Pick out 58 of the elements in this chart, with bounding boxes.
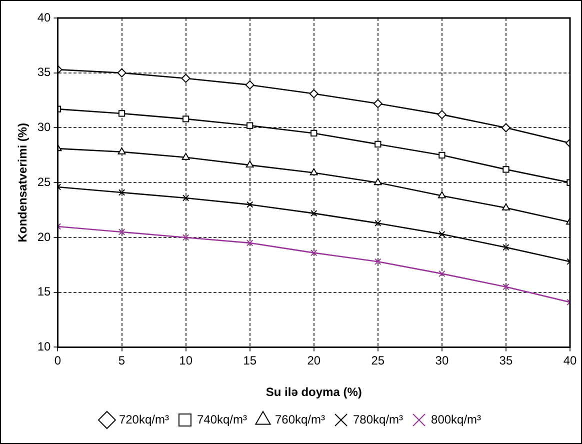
point: [117, 68, 126, 78]
x-tick-label: 35: [499, 354, 513, 368]
point: [182, 234, 190, 241]
y-tick-label: 15: [37, 284, 52, 299]
legend-label: 780kq/m³: [353, 412, 404, 426]
point: [309, 89, 318, 98]
x-tick-label: 0: [54, 354, 62, 368]
point: [182, 194, 190, 202]
point: [118, 189, 126, 196]
point: [502, 166, 510, 173]
point: [310, 168, 318, 176]
y-tick-label: 30: [37, 120, 52, 134]
point: [118, 228, 126, 236]
point: [246, 160, 254, 168]
x-tick-label: 20: [307, 354, 321, 368]
point: [502, 203, 510, 210]
point: [374, 220, 382, 227]
point: [438, 230, 446, 238]
point: [502, 244, 510, 251]
y-tick-label: 25: [37, 174, 52, 189]
legend-label: 740kq/m³: [196, 412, 247, 426]
point: [374, 140, 382, 148]
point: [245, 80, 254, 90]
y-tick-label: 10: [37, 340, 52, 354]
point: [502, 284, 510, 290]
x-tick-label: 25: [371, 354, 385, 368]
point: [182, 152, 190, 160]
x-axis-title: Su ilə doyma (%): [266, 385, 362, 400]
y-tick-label: 35: [37, 65, 52, 80]
x-tick-label: 15: [243, 354, 257, 368]
point: [118, 147, 126, 154]
legend-label: 760kq/m³: [274, 412, 326, 426]
y-tick-label: 40: [37, 10, 52, 24]
x-tick-label: 40: [563, 354, 577, 368]
point: [373, 99, 382, 108]
point: [310, 250, 318, 256]
point: [246, 240, 254, 246]
point: [501, 123, 510, 132]
point: [182, 116, 190, 122]
point: [310, 210, 318, 217]
point: [438, 270, 446, 278]
point: [246, 122, 254, 129]
point: [438, 152, 446, 158]
x-tick-label: 5: [118, 354, 126, 368]
legend-label: 720kq/m³: [118, 412, 169, 426]
point: [374, 258, 382, 265]
legend-label: 800kq/m³: [431, 412, 482, 426]
point: [310, 130, 318, 137]
point: [437, 110, 446, 120]
point: [246, 201, 254, 208]
point: [438, 191, 446, 198]
point: [181, 74, 190, 83]
x-tick-label: 10: [179, 354, 193, 368]
point: [118, 110, 126, 117]
point: [374, 178, 382, 186]
y-axis-title: Kondensatverimi (%): [16, 122, 30, 242]
x-tick-label: 30: [435, 354, 449, 368]
y-tick-label: 20: [37, 230, 52, 244]
